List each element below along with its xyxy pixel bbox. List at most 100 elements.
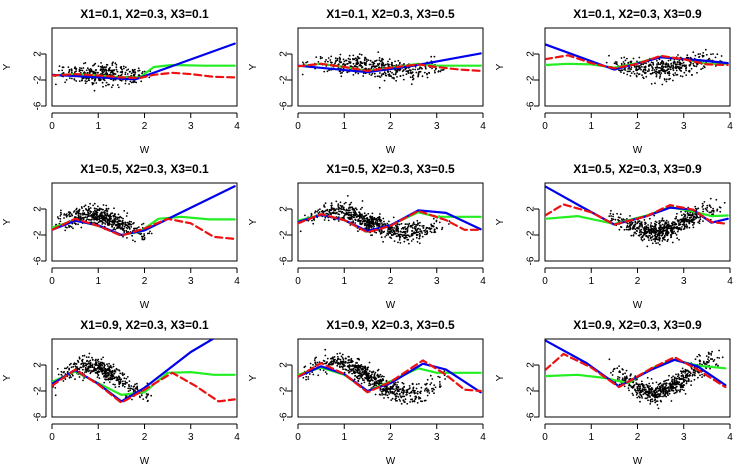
data-point (357, 73, 359, 75)
data-point (351, 358, 353, 360)
data-point (680, 370, 682, 372)
data-point (128, 83, 130, 85)
data-point (364, 382, 366, 384)
data-point (704, 67, 706, 69)
data-point (315, 210, 317, 212)
panel-title: X1=0.1, X2=0.3, X3=0.9 (573, 7, 702, 21)
data-point (397, 60, 399, 62)
data-point (124, 226, 126, 228)
data-point (716, 53, 718, 55)
data-point (413, 74, 415, 76)
data-point (690, 384, 692, 386)
data-point (371, 373, 373, 375)
data-point (74, 378, 76, 380)
data-point (314, 359, 316, 361)
data-point (683, 370, 685, 372)
data-point (103, 219, 105, 221)
data-point (672, 80, 674, 82)
data-point (85, 208, 87, 210)
data-point (84, 355, 86, 357)
data-point (332, 357, 334, 359)
data-point (671, 390, 673, 392)
data-point (640, 233, 642, 235)
data-point (659, 228, 661, 230)
data-point (89, 360, 91, 362)
data-point (620, 213, 622, 215)
data-point (688, 371, 690, 373)
x-axis-label: W (386, 456, 396, 465)
data-point (390, 386, 392, 388)
data-point (689, 217, 691, 219)
data-point (661, 69, 663, 71)
data-point (617, 378, 619, 380)
data-point (330, 213, 332, 215)
data-point (657, 72, 659, 74)
data-point (412, 233, 414, 235)
data-point (73, 363, 75, 365)
data-point (656, 232, 658, 234)
data-point (365, 370, 367, 372)
data-point (127, 69, 129, 71)
data-point (337, 60, 339, 62)
data-point (403, 63, 405, 65)
data-point (610, 215, 612, 217)
data-point (130, 224, 132, 226)
data-point (367, 227, 369, 229)
data-point (656, 63, 658, 65)
data-point (690, 372, 692, 374)
data-point (55, 84, 57, 86)
data-point (665, 396, 667, 398)
data-point (58, 374, 60, 376)
data-point (407, 226, 409, 228)
data-point (442, 69, 444, 71)
data-point (705, 208, 707, 210)
data-point (106, 82, 108, 84)
data-point (660, 396, 662, 398)
data-point (135, 388, 137, 390)
data-point (677, 61, 679, 63)
data-point (375, 394, 377, 396)
data-point (361, 67, 363, 69)
data-point (417, 241, 419, 243)
data-point (326, 210, 328, 212)
data-point (328, 220, 330, 222)
data-point (419, 222, 421, 224)
data-point (83, 63, 85, 65)
data-point (672, 242, 674, 244)
data-point (106, 370, 108, 372)
data-point (654, 390, 656, 392)
data-point (105, 71, 107, 73)
data-point (719, 211, 721, 213)
data-point (668, 379, 670, 381)
data-point (383, 73, 385, 75)
x-tick-label: 2 (388, 276, 394, 287)
data-point (673, 231, 675, 233)
data-point (630, 385, 632, 387)
data-point (71, 78, 73, 80)
data-point (337, 205, 339, 207)
data-point (383, 221, 385, 223)
data-point (362, 368, 364, 370)
data-point (414, 398, 416, 400)
data-point (110, 216, 112, 218)
data-point (671, 400, 673, 402)
data-point (410, 76, 412, 78)
data-point (344, 365, 346, 367)
data-point (698, 354, 700, 356)
data-point (606, 62, 608, 64)
data-point (106, 70, 108, 72)
data-point (397, 389, 399, 391)
data-point (349, 55, 351, 57)
data-point (120, 66, 122, 68)
data-point (85, 367, 87, 369)
data-point (98, 366, 100, 368)
data-point (98, 221, 100, 223)
data-point (666, 78, 668, 80)
data-point (696, 72, 698, 74)
panel-title: X1=0.9, X2=0.3, X3=0.9 (573, 318, 702, 332)
data-point (125, 378, 127, 380)
data-point (689, 374, 691, 376)
data-point (648, 383, 650, 385)
data-point (685, 376, 687, 378)
